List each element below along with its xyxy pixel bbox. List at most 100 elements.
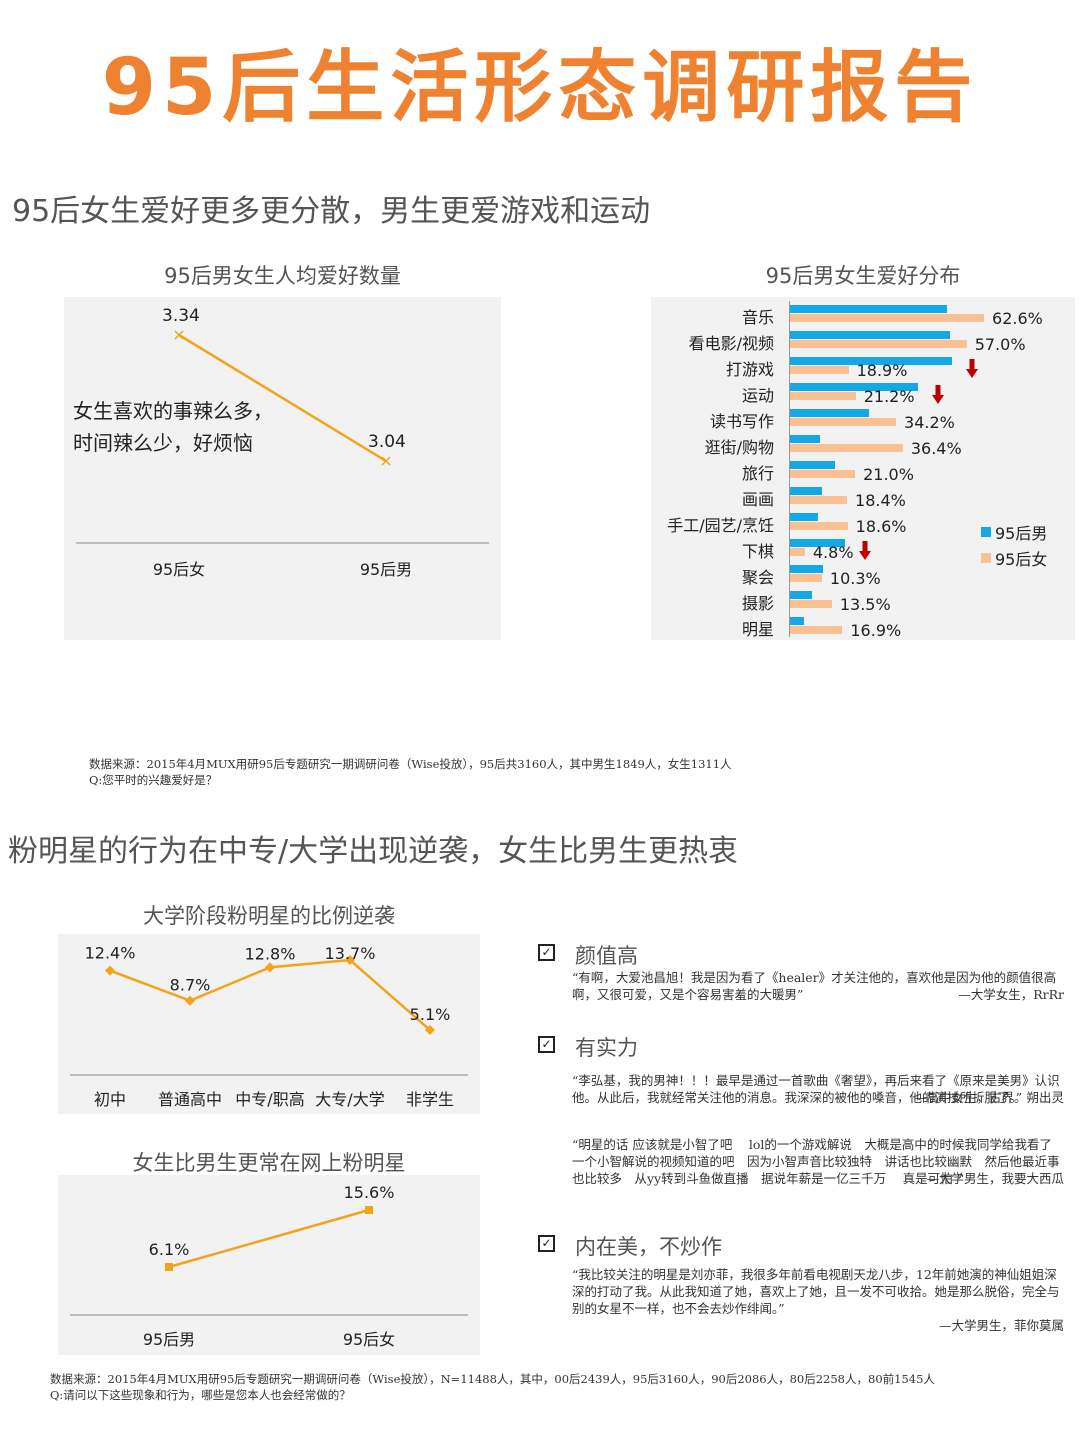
checkbox-checked-icon: ✓ [538, 1235, 555, 1252]
quote-author: —大学男生，我要大西瓜 [926, 1171, 1064, 1186]
section1-title: 95后女生爱好更多更分散，男生更爱游戏和运动 [12, 194, 651, 229]
svg-text:15.6%: 15.6% [344, 1183, 395, 1202]
bar-value-label: 16.9% [850, 621, 902, 640]
data-source-note: 数据来源：2015年4月MUX用研95后专题研究一期调研问卷（Wise投放），9… [89, 756, 732, 788]
svg-text:普通高中: 普通高中 [158, 1090, 222, 1109]
svg-text:5.1%: 5.1% [410, 1005, 451, 1024]
bar-male [790, 513, 818, 521]
svg-text:12.8%: 12.8% [245, 944, 296, 963]
annotation-line: 时间辣么少，好烦恼 [73, 431, 253, 455]
data-label-female: 3.34 [162, 306, 200, 326]
legend-label: 95后男 [995, 524, 1048, 543]
checkbox-checked-icon: ✓ [538, 944, 555, 961]
bar-male [790, 565, 823, 573]
svg-text:初中: 初中 [94, 1090, 126, 1109]
legend-item-female: 95后女 [981, 545, 1047, 571]
chart-annotation: 女生喜欢的事辣么多， 时间辣么少，好烦恼 [73, 395, 273, 459]
hobby-count-line [76, 330, 489, 544]
page-title: 95后生活形态调研报告 [101, 43, 979, 133]
hobby-dist-chart: 音乐 62.6% 看电影/视频 57.0% 打游戏 18.9% 运动 21.2% 读书写作 34.… [651, 297, 1075, 640]
section2-title: 粉明星的行为在中专/大学出现逆袭，女生比男生更热衷 [8, 834, 739, 869]
bar-female [790, 314, 985, 322]
down-arrow-icon [858, 541, 871, 561]
bar-value-label: 62.6% [992, 309, 1043, 328]
legend-swatch-male [981, 527, 991, 537]
question-line: Q:您平时的兴趣爱好是？ [89, 773, 218, 787]
annotation-line: 女生喜欢的事辣么多， [73, 399, 273, 423]
reason-heading: 内在美，不炒作 [575, 1235, 722, 1259]
bar-female [790, 444, 903, 452]
data-source-note-2: 数据来源：2015年4月MUX用研95后专题研究一期调研问卷（Wise投放），N… [50, 1371, 935, 1403]
svg-text:13.7%: 13.7% [325, 944, 376, 963]
legend-item-male: 95后男 [981, 519, 1047, 545]
bar-male [790, 409, 870, 417]
legend-label: 95后女 [995, 550, 1048, 569]
bar-value-label: 36.4% [910, 439, 962, 458]
bar-value-label: 34.2% [904, 413, 955, 432]
category-label: 聚会 [741, 568, 774, 587]
bar-value-label: 13.5% [839, 595, 891, 614]
stage-chart-title: 大学阶段粉明星的比例逆袭 [143, 904, 395, 928]
bar-female [790, 366, 849, 374]
svg-text:8.7%: 8.7% [170, 976, 211, 995]
bar-value-label: 21.0% [863, 465, 914, 484]
bar-value-label: 57.0% [974, 335, 1026, 354]
y-axis [789, 301, 790, 637]
stage-line: 12.4% 初中 8.7% 普通高中 12.8% 中专/职高 13.7% 大专/大学 5.1% 非… [70, 944, 468, 1109]
bar-value-label: 18.6% [855, 517, 907, 536]
category-label: 打游戏 [725, 360, 774, 379]
category-label: 旅行 [741, 464, 774, 483]
svg-text:12.4%: 12.4% [85, 944, 136, 963]
bar-female [790, 470, 856, 478]
down-arrow-icon [931, 385, 944, 405]
down-arrow-icon [966, 359, 979, 379]
bar-male [790, 383, 918, 391]
bar-area: 音乐 62.6% 看电影/视频 57.0% 打游戏 18.9% 运动 21.2% 读书写作 34.… [651, 297, 1075, 640]
x-label: 95后男 [359, 560, 413, 579]
quote-block: “李弘基，我的男神！！！最早是通过一首歌曲《奢望》，再后来看了《原来是美男》认识… [572, 1072, 1064, 1106]
bar-female [790, 548, 805, 556]
category-label: 运动 [741, 386, 774, 405]
data-label-male: 3.04 [368, 432, 406, 452]
category-label: 逛街/购物 [704, 438, 774, 457]
reason-heading: 有实力 [575, 1036, 638, 1060]
bar-male [790, 435, 821, 443]
source-line: 数据来源：2015年4月MUX用研95后专题研究一期调研问卷（Wise投放），9… [89, 757, 732, 771]
bar-value-label: 18.4% [855, 491, 906, 510]
category-label: 摄影 [741, 594, 774, 613]
gender-line: 6.1% 95后男 15.6% 95后女 [70, 1183, 468, 1349]
bar-male [790, 461, 836, 469]
x-label: 95后女 [152, 560, 206, 579]
bar-value-label: 4.8% [812, 543, 854, 562]
svg-text:6.1%: 6.1% [149, 1240, 190, 1259]
category-label: 读书写作 [709, 412, 774, 431]
category-label: 下棋 [741, 542, 774, 561]
bar-female [790, 340, 967, 348]
reason-heading: 颜值高 [575, 944, 638, 968]
quote-text: “李弘基，我的男神！！！最早是通过一首歌曲《奢望》，再后来看了《原来是美男》认识… [572, 1073, 1060, 1105]
source-line: 数据来源：2015年4月MUX用研95后专题研究一期调研问卷（Wise投放），N… [50, 1372, 935, 1386]
category-label: 明星 [741, 620, 774, 639]
bar-male [790, 487, 822, 495]
gender-chart: 6.1% 95后男 15.6% 95后女 [58, 1175, 480, 1355]
bar-male [790, 591, 812, 599]
svg-text:95后男: 95后男 [143, 1330, 195, 1349]
quote-block: “明星的话 应该就是小智了吧 lol的一个游戏解说 大概是高中的时候我同学给我看… [572, 1136, 1064, 1187]
category-label: 画画 [741, 490, 774, 509]
legend-swatch-female [981, 553, 991, 563]
quote-author: —大学女生，RrRr [958, 987, 1064, 1002]
bar-value-label: 21.2% [863, 387, 915, 406]
quote-author: —高中女生，古界。朔出灵 [913, 1090, 1064, 1105]
bar-female [790, 600, 832, 608]
bar-male [790, 331, 950, 339]
bar-male [790, 617, 804, 625]
bar-female [790, 392, 856, 400]
bar-male [790, 357, 953, 365]
bar-value-label: 18.9% [856, 361, 908, 380]
category-label: 音乐 [741, 308, 774, 327]
svg-text:非学生: 非学生 [406, 1090, 454, 1109]
quote-text: “明星的话 应该就是小智了吧 lol的一个游戏解说 大概是高中的时候我同学给我看… [572, 1137, 1060, 1186]
legend: 95后男 95后女 [981, 519, 1047, 571]
category-label: 手工/园艺/烹饪 [667, 516, 774, 535]
quote-text: “有啊，大爱池昌旭！我是因为看了《healer》才关注他的，喜欢他是因为他的颜值… [572, 970, 1057, 1002]
